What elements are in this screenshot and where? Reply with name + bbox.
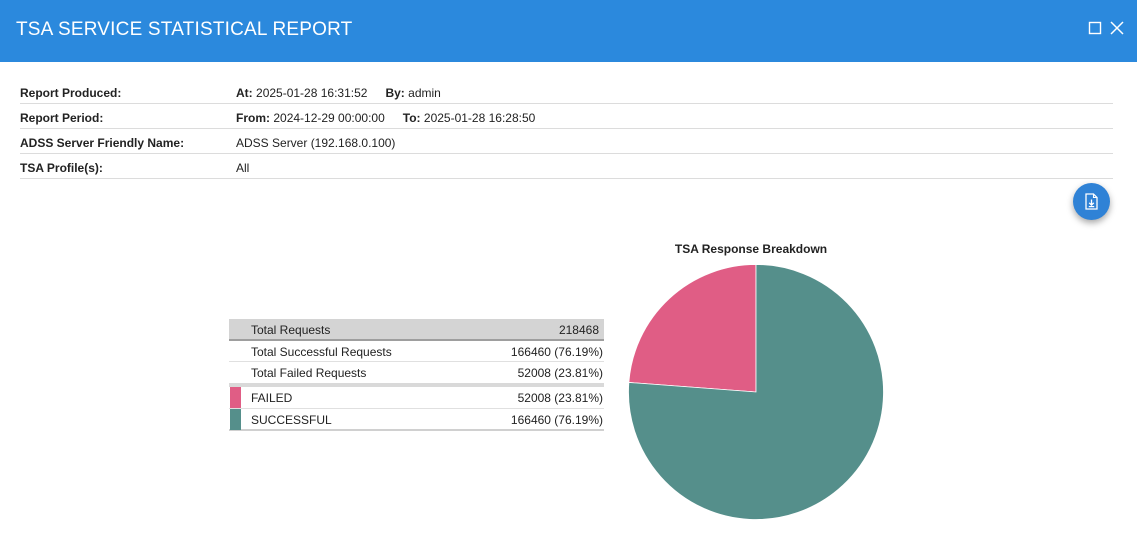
total-requests-row: Total Requests 218468 <box>229 319 604 341</box>
failed-requests-row: Total Failed Requests 52008 (23.81%) <box>229 362 604 383</box>
server-name-value: ADSS Server (192.168.0.100) <box>236 136 396 150</box>
successful-requests-row: Total Successful Requests 166460 (76.19%… <box>229 341 604 362</box>
server-name-label: ADSS Server Friendly Name: <box>20 136 185 150</box>
failed-requests-label: Total Failed Requests <box>251 366 367 380</box>
by-label: By: <box>385 86 405 100</box>
successful-color-swatch <box>230 409 241 430</box>
legend-value-successful: 166460 (76.19%) <box>510 413 603 427</box>
title-bar: TSA SERVICE STATISTICAL REPORT <box>0 0 1137 62</box>
from-value: 2024-12-29 00:00:00 <box>273 111 385 125</box>
pie-chart <box>628 264 884 520</box>
maximize-icon[interactable] <box>1088 21 1102 35</box>
chart-title: TSA Response Breakdown <box>674 242 828 256</box>
by-value: admin <box>408 86 441 100</box>
at-value: 2025-01-28 16:31:52 <box>256 86 368 100</box>
server-name-row: ADSS Server Friendly Name: ADSS Server (… <box>20 129 1113 154</box>
report-info-table: Report Produced: At: 2025-01-28 16:31:52… <box>20 79 1113 179</box>
successful-requests-label: Total Successful Requests <box>251 345 392 359</box>
report-produced-label: Report Produced: <box>20 86 122 100</box>
tsa-profiles-row: TSA Profile(s): All <box>20 154 1113 179</box>
window-title: TSA SERVICE STATISTICAL REPORT <box>16 19 353 40</box>
legend-label-successful: SUCCESSFUL <box>251 413 332 427</box>
pie-slice-successful[interactable] <box>628 264 884 520</box>
successful-requests-value: 166460 (76.19%) <box>510 345 603 359</box>
report-period-value: From: 2024-12-29 00:00:00 To: 2025-01-28 … <box>236 111 535 125</box>
report-period-row: Report Period: From: 2024-12-29 00:00:00… <box>20 104 1113 129</box>
to-value: 2025-01-28 16:28:50 <box>423 111 536 125</box>
download-document-icon <box>1085 193 1098 210</box>
from-label: From: <box>236 111 270 125</box>
download-report-button[interactable] <box>1073 183 1110 220</box>
tsa-profiles-label: TSA Profile(s): <box>20 161 103 175</box>
pie-slice-failed[interactable] <box>628 264 757 393</box>
failed-color-swatch <box>230 387 241 408</box>
legend-value-failed: 52008 (23.81%) <box>517 391 603 405</box>
report-produced-row: Report Produced: At: 2025-01-28 16:31:52… <box>20 79 1113 104</box>
total-requests-label: Total Requests <box>251 323 331 337</box>
legend-row-successful: SUCCESSFUL 166460 (76.19%) <box>229 409 604 431</box>
report-produced-value: At: 2025-01-28 16:31:52 By: admin <box>236 86 441 100</box>
to-label: To: <box>402 111 421 125</box>
total-requests-value: 218468 <box>558 323 599 337</box>
at-label: At: <box>236 86 253 100</box>
report-period-label: Report Period: <box>20 111 104 125</box>
statistics-table: Total Requests 218468 Total Successful R… <box>229 319 604 431</box>
legend-row-failed: FAILED 52008 (23.81%) <box>229 387 604 409</box>
tsa-profiles-value: All <box>236 161 250 175</box>
close-icon[interactable] <box>1110 21 1124 35</box>
table-separator <box>229 383 604 387</box>
legend-label-failed: FAILED <box>251 391 293 405</box>
failed-requests-value: 52008 (23.81%) <box>517 366 603 380</box>
